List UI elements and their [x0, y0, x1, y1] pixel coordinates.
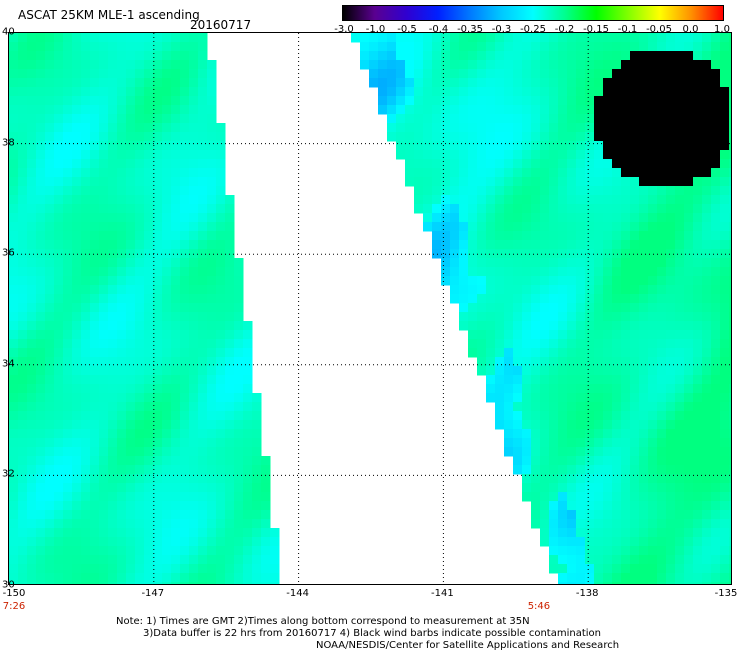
latitude-label: 34 [2, 358, 15, 370]
latitude-label: 30 [2, 579, 15, 591]
colorbar-tick-label: -0.35 [457, 24, 483, 35]
colorbar-tick-label: -0.1 [617, 24, 638, 35]
longitude-label: -135 [714, 588, 738, 599]
colorbar-tick-label: 0.0 [682, 24, 699, 35]
swath-field [9, 33, 731, 584]
longitude-label: -141 [431, 588, 454, 599]
colorbar-tick-label: -0.4 [428, 24, 449, 35]
colorbar-tick-label: 1.0 [714, 24, 730, 35]
longitude-label: -150 [2, 588, 26, 599]
map-date: 20160717 [190, 18, 252, 32]
note-line-1: Note: 1) Times are GMT 2)Times along bot… [116, 616, 530, 627]
colorbar-tick-label: -0.05 [646, 24, 672, 35]
longitude-label: -147 [141, 588, 165, 599]
colorbar-tick-label: -0.5 [397, 24, 417, 35]
latitude-label: 40 [2, 26, 15, 38]
colorbar [342, 5, 724, 21]
colorbar-tick-label: -0.25 [520, 24, 546, 35]
colorbar-tick-label: -1.0 [365, 24, 386, 35]
colorbar-tick-label: -0.15 [583, 24, 609, 35]
pass-time-label: 7:26 [2, 601, 26, 612]
longitude-label: -138 [575, 588, 599, 599]
pass-time-label: 5:46 [527, 601, 551, 612]
latitude-label: 32 [2, 468, 15, 480]
map-plot [8, 32, 732, 585]
longitude-label: -144 [286, 588, 309, 599]
note-line-3: NOAA/NESDIS/Center for Satellite Applica… [316, 640, 620, 651]
colorbar-tick-label: -3.0 [334, 24, 354, 35]
colorbar-tick-label: -0.2 [554, 24, 575, 35]
latitude-label: 36 [2, 247, 15, 259]
map-title: ASCAT 25KM MLE-1 ascending [18, 8, 200, 22]
latitude-label: 38 [2, 137, 15, 149]
note-line-2: 3)Data buffer is 22 hrs from 20160717 4)… [143, 628, 601, 639]
colorbar-tick-label: -0.3 [491, 24, 512, 35]
